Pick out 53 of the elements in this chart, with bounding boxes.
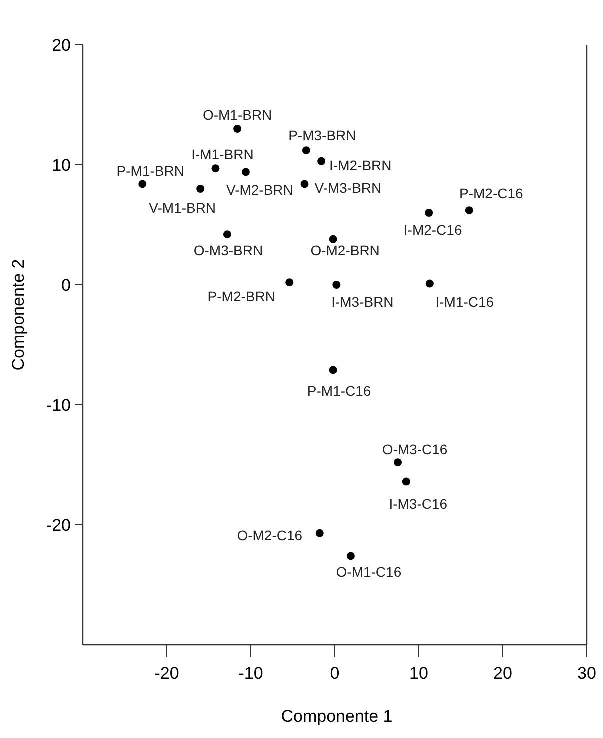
x-tick-label: 0: [330, 664, 340, 683]
point: [302, 146, 310, 155]
point: [346, 552, 355, 560]
point: [234, 125, 242, 133]
annotation: O-M2-BRN: [310, 242, 380, 258]
annotation: P-M2-BRN: [208, 288, 276, 305]
point: [318, 157, 326, 166]
annotation: I-M1-BRN: [192, 146, 254, 163]
x-axis-title: Componente 1: [281, 707, 393, 726]
point: [138, 180, 147, 188]
y-tick-label: -20: [46, 516, 71, 535]
annotation: P-M1-C16: [307, 383, 372, 400]
y-tick-label: -10: [46, 396, 71, 415]
annotation: P-M2-C16: [460, 186, 524, 202]
point: [394, 458, 402, 467]
annotation: O-M1-BRN: [202, 107, 272, 123]
x-tick-label: 30: [578, 664, 596, 683]
annotation: P-M3-BRN: [288, 128, 356, 144]
annotation: O-M3-C16: [382, 442, 448, 458]
point: [465, 206, 474, 215]
point: [242, 168, 250, 176]
annotation: P-M1-BRN: [116, 163, 184, 180]
annotation: I-M1-C16: [436, 294, 494, 310]
point: [329, 235, 338, 244]
point: [426, 280, 434, 288]
point: [316, 529, 324, 538]
point: [300, 180, 309, 188]
point: [332, 281, 341, 289]
y-axis-title: Componente 2: [9, 259, 28, 371]
point: [212, 164, 220, 173]
annotation: V-M1-BRN: [149, 200, 216, 216]
point: [223, 230, 232, 239]
point: [329, 366, 338, 374]
y-tick-label: 20: [52, 36, 71, 55]
annotation: I-M3-BRN: [332, 294, 394, 310]
x-tick-label: -10: [238, 664, 264, 683]
annotation: O-M3-BRN: [194, 242, 264, 259]
annotation: I-M3-C16: [389, 496, 448, 512]
annotation: O-M1-C16: [336, 564, 402, 580]
x-tick-label: 20: [494, 664, 512, 683]
annotation: V-M2-BRN: [226, 182, 294, 198]
point: [402, 478, 410, 486]
annotation: V-M3-BRN: [314, 180, 382, 196]
x-tick-label: 10: [410, 664, 428, 683]
y-tick-label: 0: [62, 276, 71, 295]
y-tick-label: 10: [52, 156, 71, 175]
x-tick-label: -20: [154, 664, 180, 683]
annotation: I-M2-C16: [404, 222, 462, 238]
annotation: O-M2-C16: [237, 527, 303, 544]
point: [425, 209, 434, 217]
annotation: I-M2-BRN: [330, 157, 392, 174]
point: [286, 278, 294, 287]
point: [196, 185, 205, 193]
